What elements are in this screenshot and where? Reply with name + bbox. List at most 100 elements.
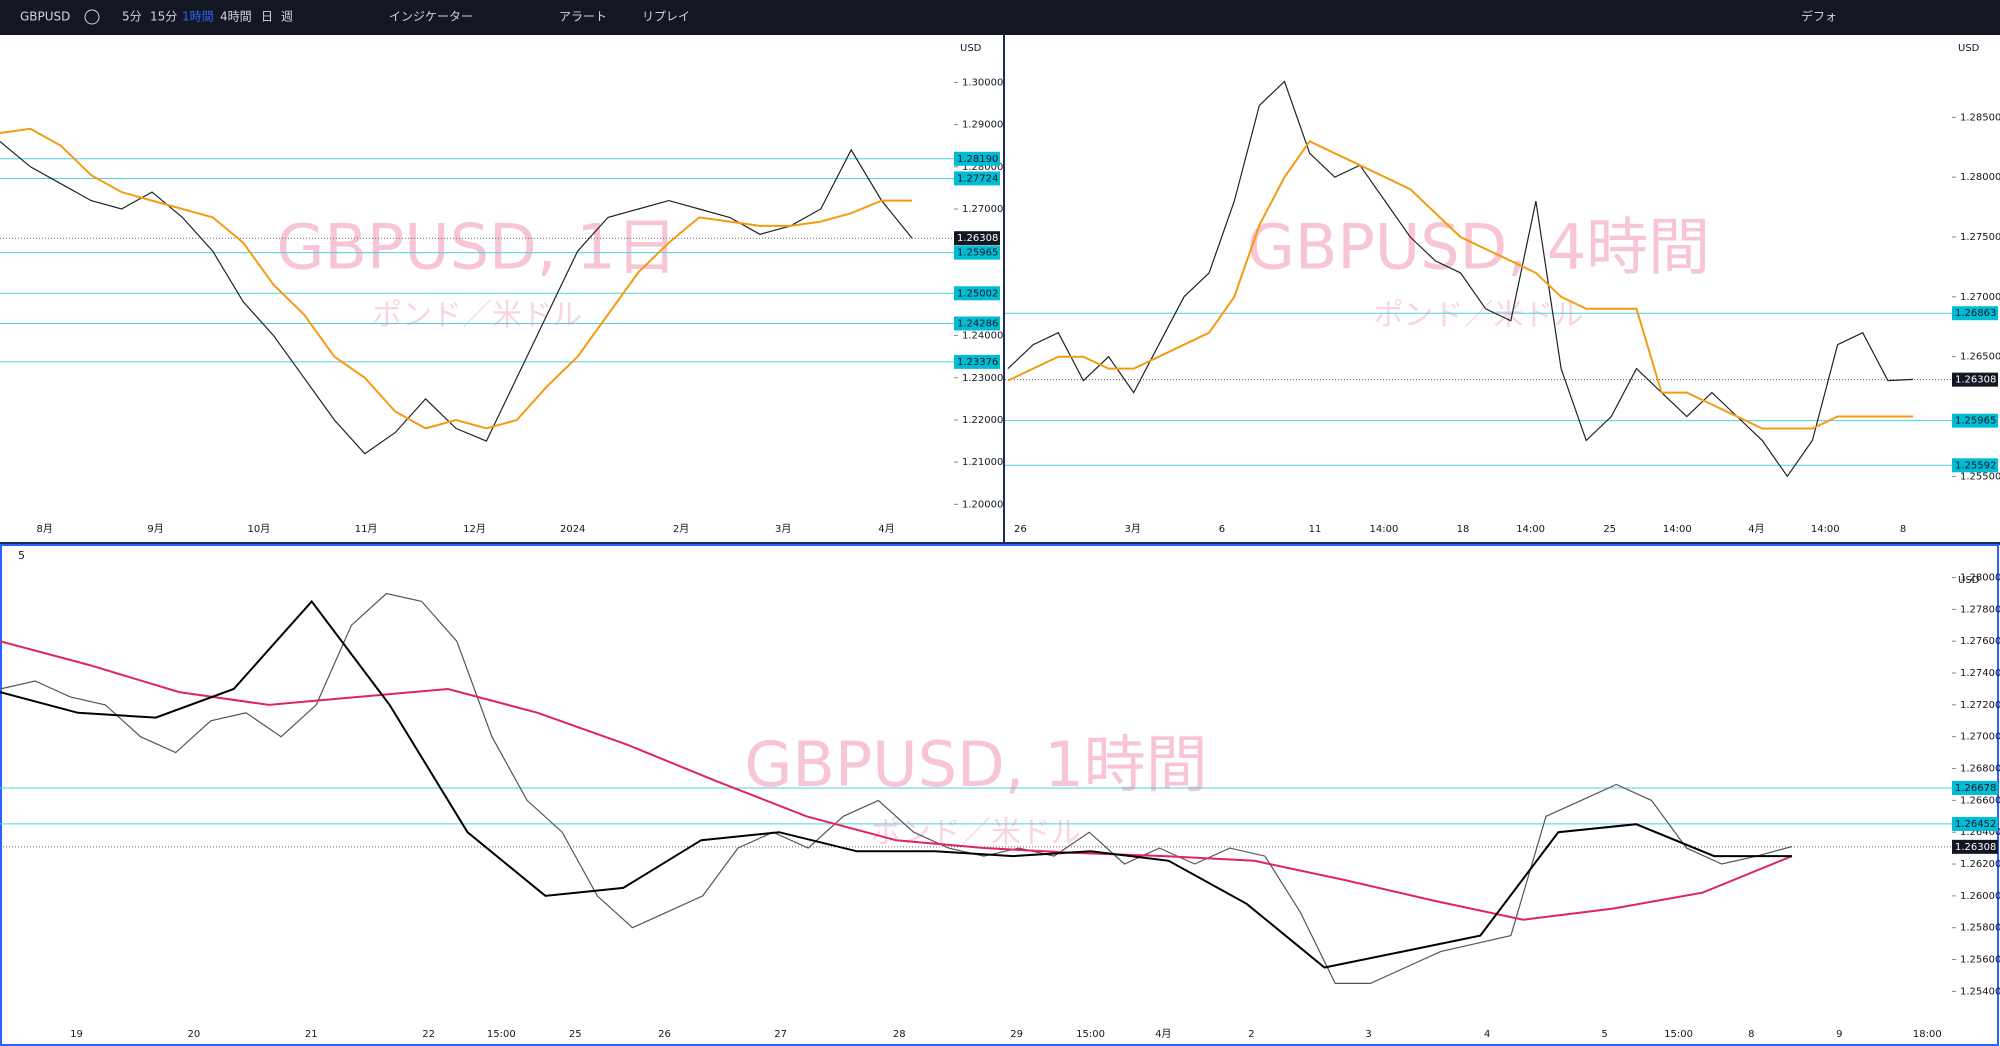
last-price-tag: [954, 231, 1000, 246]
price-level-label: 1.25965: [957, 248, 998, 259]
price-level-label: 1.25592: [1955, 460, 1996, 471]
y-tick-label: 1.26000: [1960, 891, 2000, 902]
y-tick-label: 1.27600: [1960, 636, 2000, 647]
x-tick-label: 25: [569, 1029, 582, 1040]
y-tick-label: 1.30000: [962, 77, 1003, 88]
x-tick-label: 4月: [878, 523, 894, 535]
x-tick-label: 6: [1219, 524, 1225, 535]
y-tick-label: 1.25400: [1960, 986, 2000, 997]
x-tick-label: 4: [1484, 1029, 1490, 1040]
price-level-label: 1.27724: [957, 173, 998, 184]
price-level-tag: [1952, 306, 1998, 321]
x-tick-label: 14:00: [1811, 524, 1840, 535]
price-level-tag: [954, 151, 1000, 166]
interval[interactable]: 週: [281, 10, 293, 24]
interval[interactable]: 5分: [122, 10, 142, 24]
x-tick-label: 2月: [673, 523, 689, 535]
x-tick-label: 3: [1365, 1029, 1371, 1040]
price-level-tag: [954, 316, 1000, 331]
divider: [1003, 35, 1005, 543]
currency: USD: [1958, 43, 1980, 54]
interval[interactable]: 15分: [150, 10, 177, 24]
price-level-tag: [1952, 816, 1998, 831]
x-tick-label: 19: [70, 1029, 83, 1040]
y-tick-label: 1.26400: [1960, 827, 2000, 838]
watermark-title: GBPUSD, 1時間: [744, 728, 1207, 801]
x-tick-label: 25: [1603, 524, 1616, 535]
indicators[interactable]: インジケーター: [389, 10, 473, 24]
x-tick-label: 15:00: [487, 1029, 516, 1040]
watermark-title: GBPUSD, 1日: [276, 211, 677, 284]
price-level-tag: [954, 286, 1000, 301]
last-price-label: 1.26308: [1955, 842, 1996, 853]
last-price-label: 1.26308: [1955, 375, 1996, 386]
toolbar: [0, 0, 2000, 35]
x-tick-label: 15:00: [1076, 1029, 1105, 1040]
watermark-subtitle: ポンド／米ドル: [871, 816, 1081, 851]
y-tick-label: 1.25800: [1960, 923, 2000, 934]
y-tick-label: 1.24000: [962, 331, 1003, 342]
y-tick-label: 1.25600: [1960, 955, 2000, 966]
x-tick-label: 4月: [1155, 1028, 1171, 1040]
y-tick-label: 1.20000: [962, 499, 1003, 510]
toolbar-items: GBPUSD 5分 15分 1時間 4時間 日 週 インジケーター アラート リ…: [20, 9, 1837, 25]
x-tick-label: 9: [1836, 1029, 1842, 1040]
interval[interactable]: 1時間: [182, 10, 214, 24]
watermark-subtitle: ポンド／米ドル: [372, 298, 582, 333]
price-line: [1007, 80, 1914, 478]
price-line: [1007, 140, 1913, 430]
price-level-label: 1.23376: [957, 357, 998, 368]
replay[interactable]: リプレイ: [642, 10, 690, 24]
price-line: [0, 599, 1792, 969]
price-level-tag: [1952, 780, 1998, 795]
y-tick-label: 1.27200: [1960, 700, 2000, 711]
x-tick-label: 21: [305, 1029, 318, 1040]
x-tick-label: 8: [1748, 1029, 1754, 1040]
y-tick-label: 1.22000: [962, 415, 1003, 426]
y-tick-label: 1.26200: [1960, 859, 2000, 870]
y-tick-label: 1.27000: [1960, 732, 2000, 743]
x-tick-label: 12月: [463, 523, 486, 535]
x-tick-label: 8月: [36, 523, 52, 535]
x-tick-label: 3月: [1124, 523, 1140, 535]
divider: [0, 542, 2000, 545]
price-level-tag: [1952, 413, 1998, 428]
price-level-label: 1.25965: [1955, 416, 1996, 427]
interval[interactable]: 4時間: [220, 10, 252, 24]
y-tick-label: 1.28500: [1960, 112, 2000, 123]
symbol[interactable]: GBPUSD: [20, 10, 70, 24]
y-tick-label: 1.26800: [1960, 764, 2000, 775]
y-tick-label: 1.28000: [1960, 573, 2000, 584]
x-tick-label: 9月: [147, 523, 163, 535]
y-tick-label: 1.28000: [962, 162, 1003, 173]
price-level-tag: [954, 354, 1000, 369]
interval[interactable]: 日: [261, 10, 273, 24]
last-price-tag: [1952, 372, 1998, 387]
y-tick-label: 1.26600: [1960, 795, 2000, 806]
x-tick-label: 28: [893, 1029, 906, 1040]
price-level-label: 1.26863: [1955, 308, 1996, 319]
price-level-label: 1.25002: [957, 288, 998, 299]
price-line: [0, 592, 1793, 984]
watermark-subtitle: ポンド／米ドル: [1374, 298, 1584, 333]
last-price-label: 1.26308: [957, 233, 998, 244]
x-tick-label: 14:00: [1370, 524, 1399, 535]
price-line: [0, 127, 912, 430]
y-tick-label: 1.26500: [1960, 352, 2000, 363]
price-level-tag: [1952, 458, 1998, 473]
price-level-tag: [954, 171, 1000, 186]
x-tick-label: 14:00: [1516, 524, 1545, 535]
x-tick-label: 2: [1248, 1029, 1254, 1040]
add-symbol[interactable]: [84, 9, 100, 25]
y-tick-label: 1.27500: [1960, 232, 2000, 243]
layout-name[interactable]: デフォ: [1801, 9, 1837, 24]
x-tick-label: 26: [1014, 524, 1027, 535]
x-tick-label: 26: [658, 1029, 671, 1040]
alert[interactable]: アラート: [559, 10, 607, 24]
x-tick-label: 8: [1900, 524, 1906, 535]
x-tick-label: 29: [1010, 1029, 1023, 1040]
y-tick-label: 1.27000: [1960, 292, 2000, 303]
y-tick-label: 1.29000: [962, 120, 1003, 131]
price-level-tag: [954, 245, 1000, 260]
